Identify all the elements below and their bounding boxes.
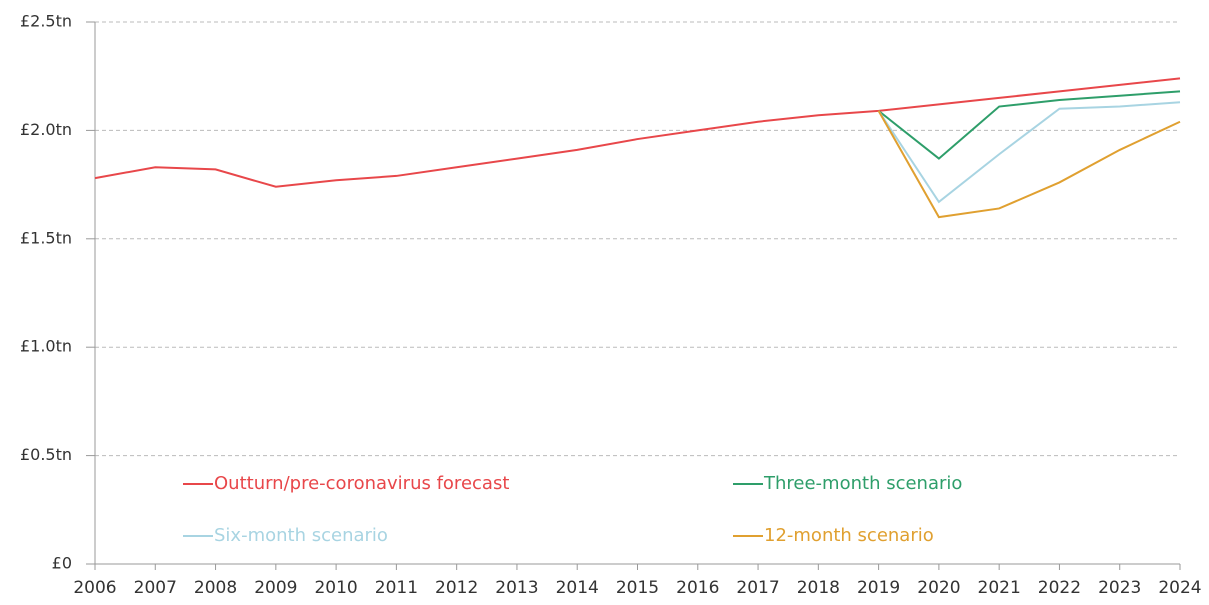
x-tick-label: 2024 bbox=[1158, 578, 1201, 598]
series-line bbox=[94, 77, 1181, 188]
series-line bbox=[877, 101, 1181, 204]
y-tick-label: £2.5tn bbox=[20, 12, 72, 31]
x-tick-label: 2020 bbox=[917, 578, 960, 598]
x-tick-label: 2014 bbox=[556, 578, 599, 598]
x-tick-label: 2019 bbox=[857, 578, 900, 598]
series-line bbox=[877, 90, 1181, 160]
x-tick-label: 2013 bbox=[495, 578, 538, 598]
x-tick-label: 2023 bbox=[1098, 578, 1141, 598]
x-tick-label: 2018 bbox=[797, 578, 840, 598]
x-tick-label: 2016 bbox=[676, 578, 719, 598]
x-tick-label: 2015 bbox=[616, 578, 659, 598]
x-tick-label: 2012 bbox=[435, 578, 478, 598]
y-tick-label: £1.5tn bbox=[20, 228, 72, 247]
x-tick-label: 2021 bbox=[978, 578, 1021, 598]
legend-label: Six-month scenario bbox=[214, 525, 388, 546]
y-tick-label: £2.0tn bbox=[20, 120, 72, 139]
x-tick-label: 2006 bbox=[73, 578, 116, 598]
x-tick-label: 2022 bbox=[1038, 578, 1081, 598]
y-tick-label: £0.5tn bbox=[20, 445, 72, 464]
x-tick-label: 2017 bbox=[736, 578, 779, 598]
legend-label: 12-month scenario bbox=[764, 525, 934, 546]
legend-label: Outturn/pre-coronavirus forecast bbox=[214, 473, 509, 494]
legend-label: Three-month scenario bbox=[763, 473, 962, 494]
y-tick-label: £1.0tn bbox=[20, 337, 72, 356]
y-tick-label: £0 bbox=[52, 554, 72, 573]
x-tick-label: 2009 bbox=[254, 578, 297, 598]
x-tick-label: 2007 bbox=[134, 578, 177, 598]
x-tick-label: 2010 bbox=[314, 578, 357, 598]
x-tick-label: 2011 bbox=[375, 578, 418, 598]
series-line bbox=[877, 110, 1181, 219]
x-tick-label: 2008 bbox=[194, 578, 237, 598]
